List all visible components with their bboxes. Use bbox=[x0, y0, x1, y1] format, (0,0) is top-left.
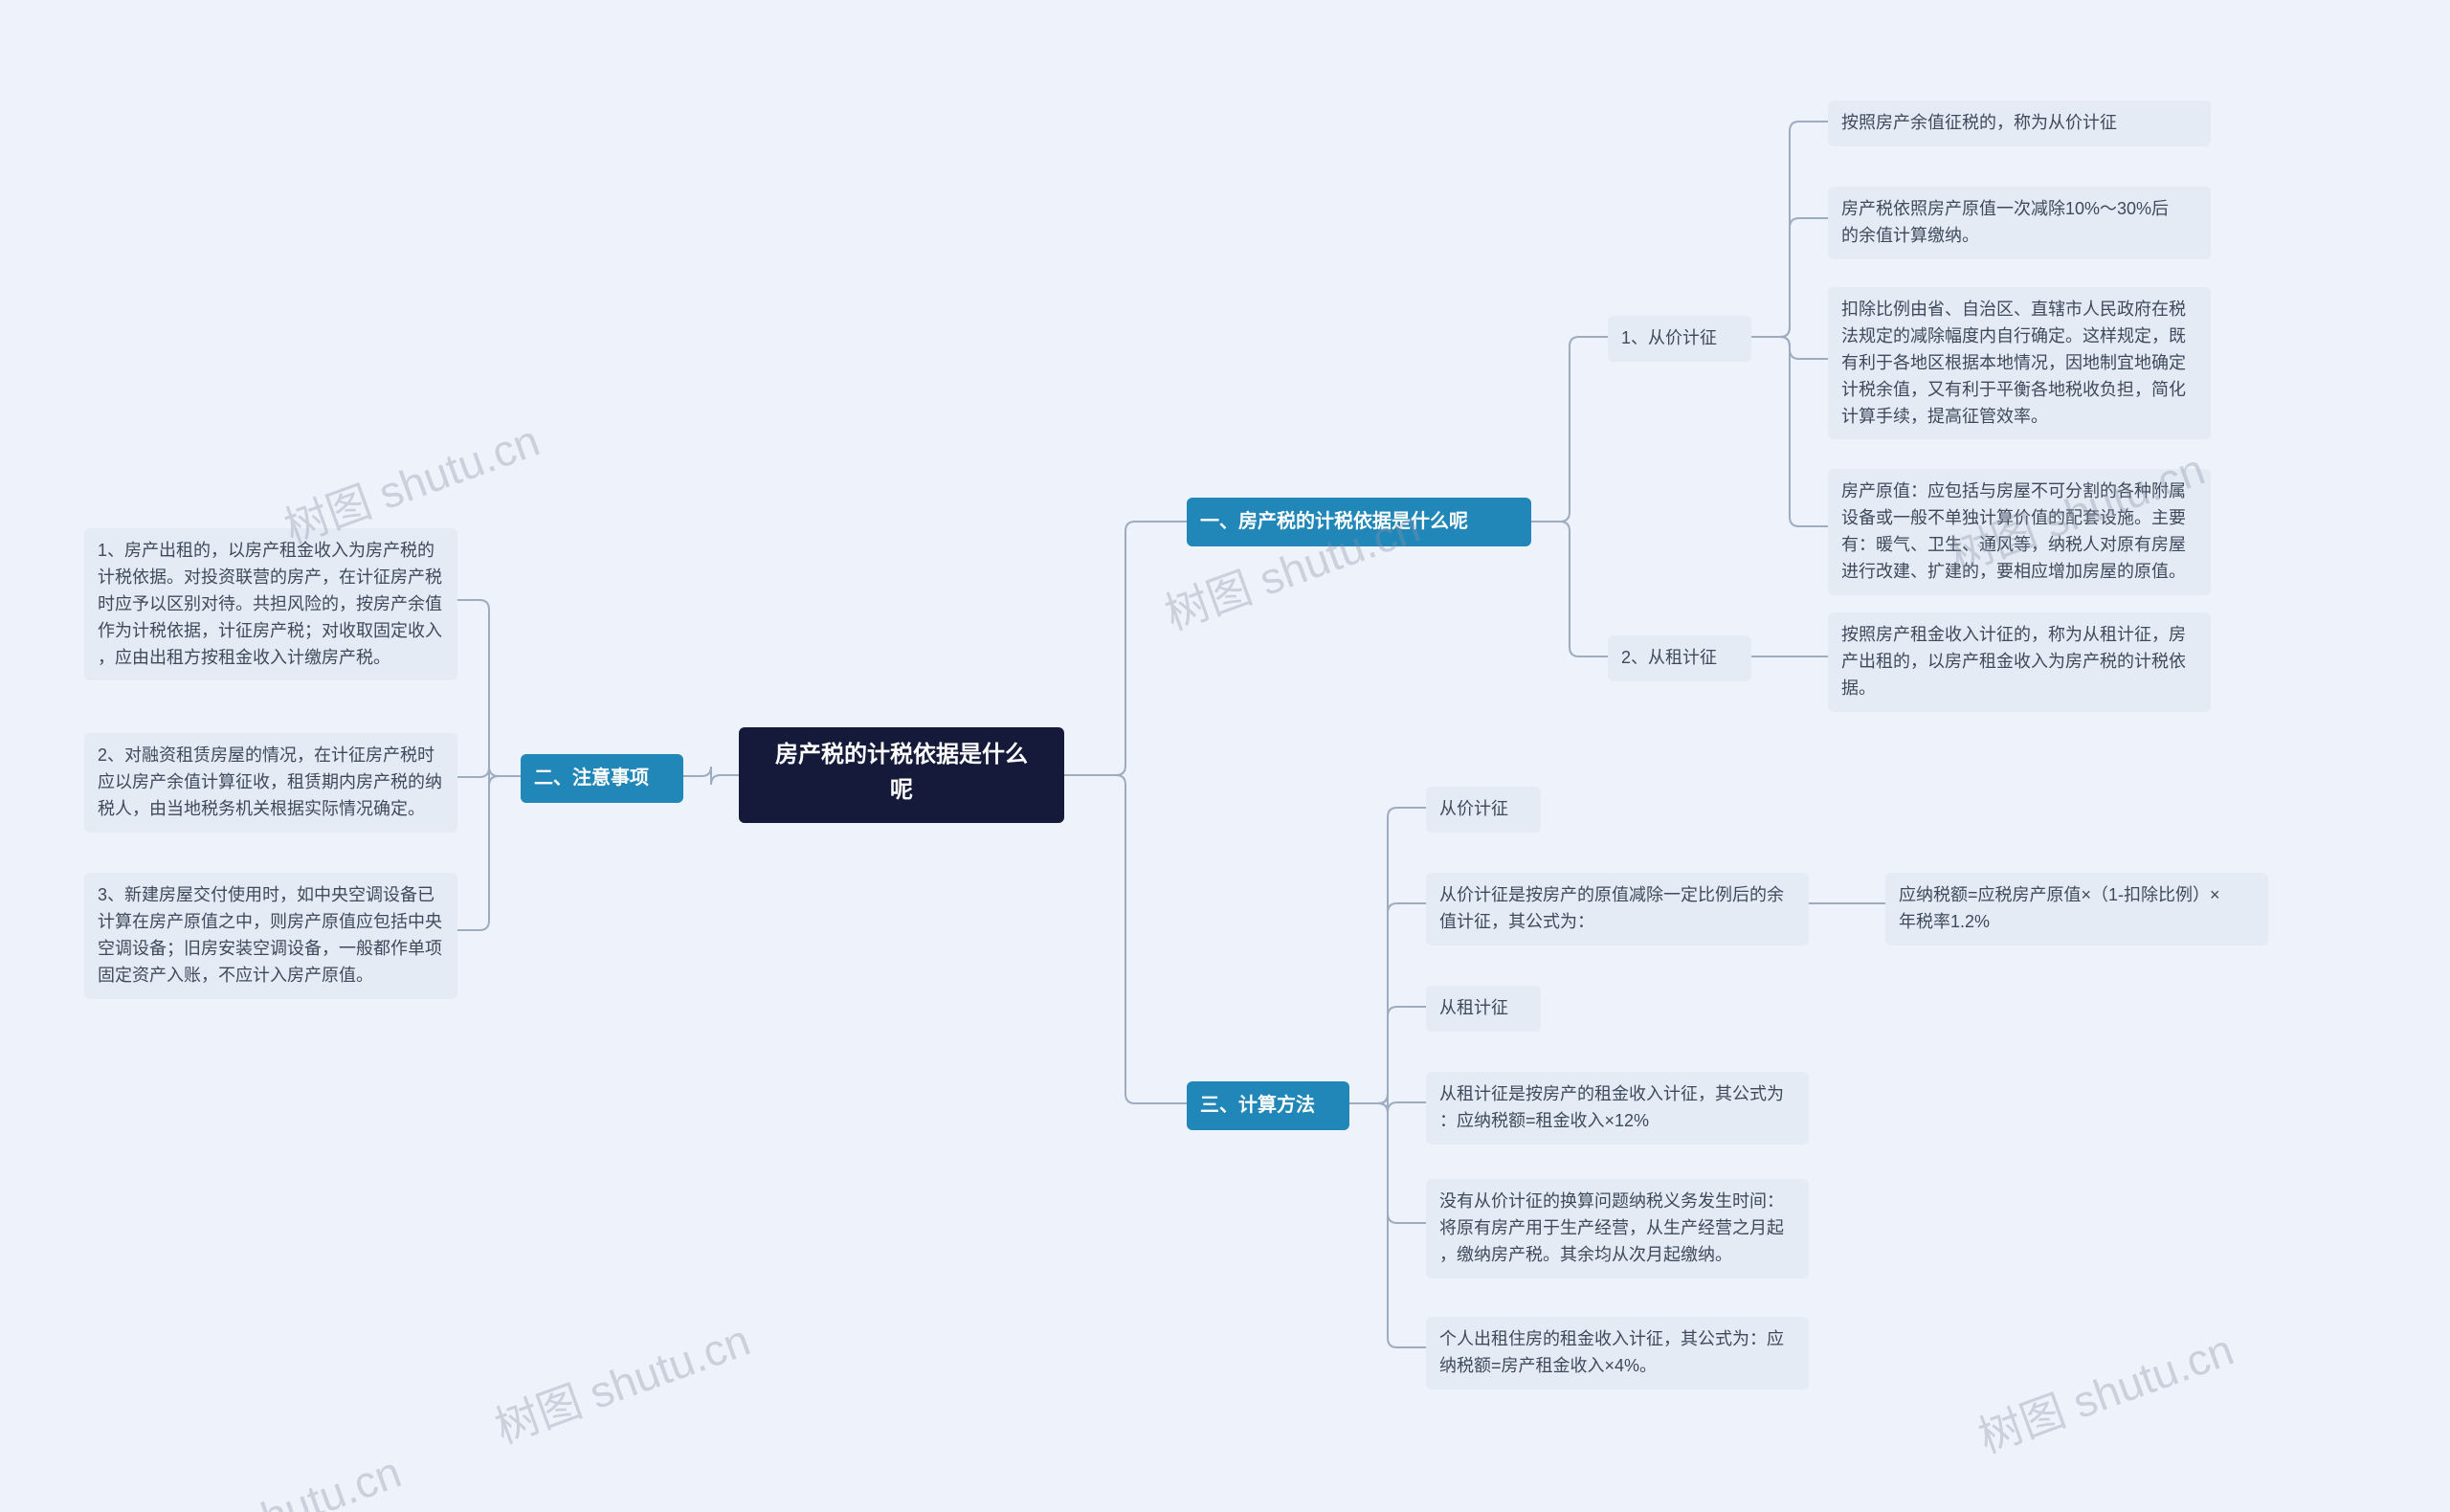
node-b2[interactable]: 二、注意事项 bbox=[521, 754, 683, 803]
node-l2_3[interactable]: 3、新建房屋交付使用时，如中央空调设备已 计算在房产原值之中，则房产原值应包括中… bbox=[84, 873, 457, 999]
nodes-layer: 房产税的计税依据是什么 呢 一、房产税的计税依据是什么呢二、注意事项三、计算方法 1… bbox=[0, 0, 2450, 1512]
node-l1b[interactable]: 房产税依照房产原值一次减除10%～30%后 的余值计算缴纳。 bbox=[1828, 187, 2211, 259]
node-s1[interactable]: 1、从价计征 bbox=[1608, 316, 1751, 362]
mindmap-canvas: 房产税的计税依据是什么 呢 一、房产税的计税依据是什么呢二、注意事项三、计算方法 1… bbox=[0, 0, 2450, 1512]
node-b3[interactable]: 三、计算方法 bbox=[1187, 1081, 1349, 1130]
node-l3b1[interactable]: 应纳税额=应税房产原值×（1-扣除比例）× 年税率1.2% bbox=[1885, 873, 2268, 945]
node-l1c[interactable]: 扣除比例由省、自治区、直辖市人民政府在税 法规定的减除幅度内自行确定。这样规定，… bbox=[1828, 287, 2211, 439]
node-l3e[interactable]: 没有从价计征的换算问题纳税义务发生时间： 将原有房产用于生产经营，从生产经营之月… bbox=[1426, 1179, 1809, 1279]
node-b1[interactable]: 一、房产税的计税依据是什么呢 bbox=[1187, 498, 1531, 546]
node-l3d[interactable]: 从租计征是按房产的租金收入计征，其公式为 ：应纳税额=租金收入×12% bbox=[1426, 1072, 1809, 1145]
node-l2a[interactable]: 按照房产租金收入计征的，称为从租计征，房 产出租的，以房产租金收入为房产税的计税… bbox=[1828, 612, 2211, 712]
node-l3f[interactable]: 个人出租住房的租金收入计征，其公式为：应 纳税额=房产租金收入×4%。 bbox=[1426, 1317, 1809, 1390]
node-l2_1[interactable]: 1、房产出租的，以房产租金收入为房产税的 计税依据。对投资联营的房产，在计征房产… bbox=[84, 528, 457, 680]
node-l1d[interactable]: 房产原值：应包括与房屋不可分割的各种附属 设备或一般不单独计算价值的配套设施。主… bbox=[1828, 469, 2211, 595]
node-l1a[interactable]: 按照房产余值征税的，称为从价计征 bbox=[1828, 100, 2211, 146]
node-l2_2[interactable]: 2、对融资租赁房屋的情况，在计征房产税时 应以房产余值计算征收，租赁期内房产税的… bbox=[84, 733, 457, 833]
node-l3b[interactable]: 从价计征是按房产的原值减除一定比例后的余 值计征，其公式为： bbox=[1426, 873, 1809, 945]
node-s2[interactable]: 2、从租计征 bbox=[1608, 635, 1751, 681]
node-root[interactable]: 房产税的计税依据是什么 呢 bbox=[739, 727, 1064, 823]
node-l3c[interactable]: 从租计征 bbox=[1426, 986, 1541, 1032]
node-l3a[interactable]: 从价计征 bbox=[1426, 787, 1541, 833]
